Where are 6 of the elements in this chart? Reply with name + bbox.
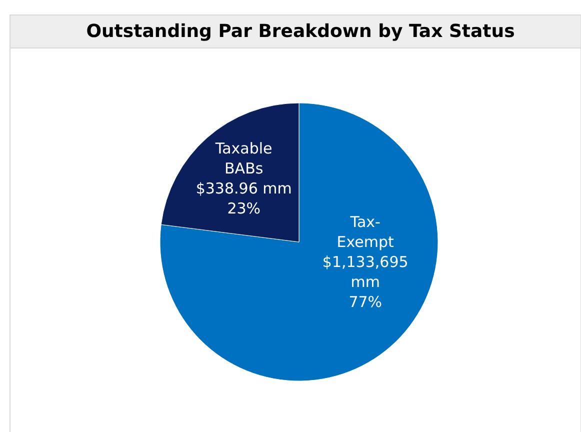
- chart-title: Outstanding Par Breakdown by Tax Status: [86, 20, 515, 42]
- slice-label: Taxable BABs: [214, 140, 272, 178]
- data-label: $338.96 mm 23%: [196, 180, 292, 218]
- slice-label: Tax-Exempt: [336, 213, 394, 252]
- data-label: $1,133,695 mm 77%: [322, 253, 408, 312]
- pie-slice: [160, 102, 438, 382]
